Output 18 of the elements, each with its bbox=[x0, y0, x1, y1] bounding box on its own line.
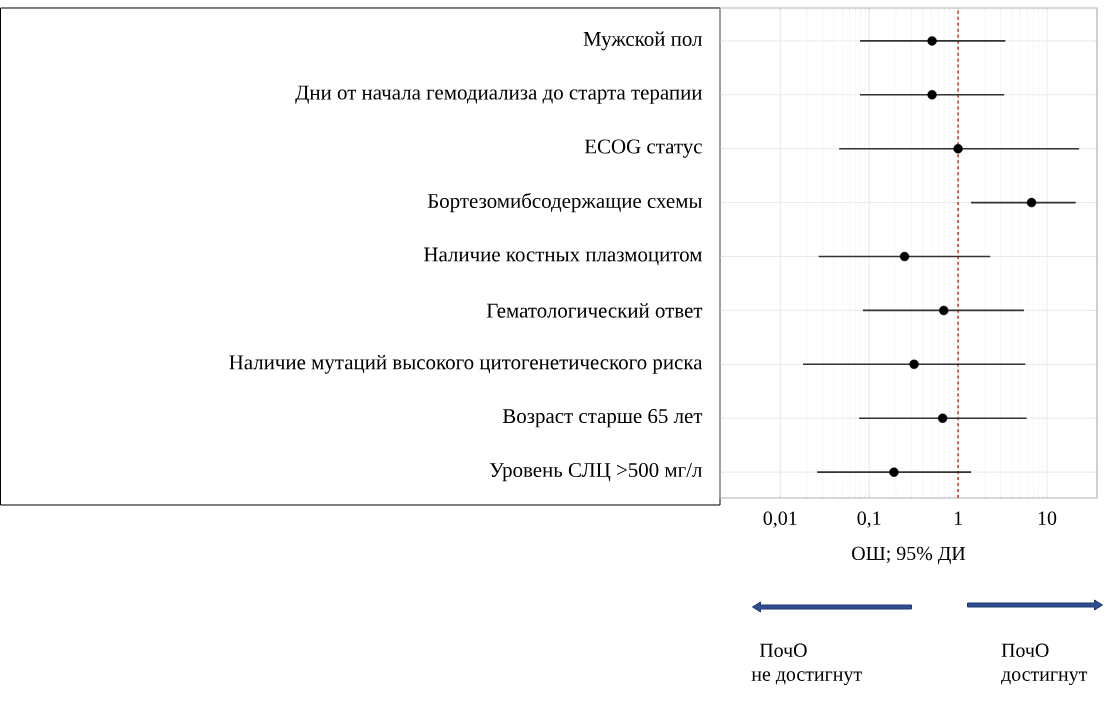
y-tick-label: Наличие мутаций высокого цитогенетического риска bbox=[229, 354, 703, 374]
x-tick-label: 10 bbox=[1038, 511, 1057, 525]
y-tick-label: Дни от начала гемодиализа до старта терапии bbox=[295, 85, 703, 104]
text: ПочО bbox=[759, 643, 807, 657]
x-axis-title: ОШ; 95% ДИ bbox=[852, 546, 966, 565]
x-tick-label: 1 bbox=[954, 511, 962, 525]
y-tick-label: Наличие костных плазмоцитом bbox=[424, 247, 702, 266]
x-tick-label: 0,1 bbox=[857, 511, 881, 528]
text: не достигнут bbox=[751, 671, 862, 686]
y-tick-label: Уровень СЛЦ >500 мг/л bbox=[489, 462, 702, 482]
y-tick-label: Возраст старше 65 лет bbox=[502, 409, 703, 428]
y-tick-label: Бортезомибсодержащие схемы bbox=[427, 192, 703, 213]
y-tick-label: ECOG статус bbox=[584, 139, 702, 158]
y-tick-label: Гематологический ответ bbox=[486, 303, 703, 318]
text: достигнут bbox=[1001, 671, 1088, 686]
y-tick-label: Мужской пол bbox=[583, 31, 702, 51]
x-tick-label: 0,01 bbox=[763, 511, 797, 528]
text: ПочО bbox=[1001, 643, 1049, 657]
